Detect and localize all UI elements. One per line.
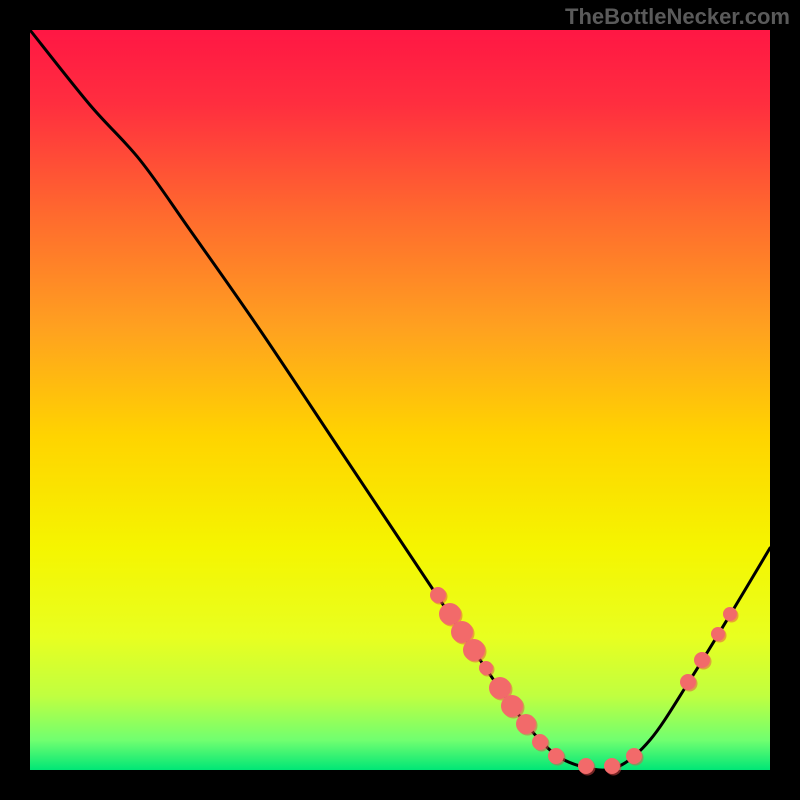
marker-point	[723, 607, 737, 621]
marker-point	[430, 587, 446, 603]
marker-point	[439, 603, 461, 625]
marker-point	[711, 627, 725, 641]
marker-point	[532, 734, 548, 750]
marker-point	[516, 714, 536, 734]
chart-container: TheBottleNecker.com	[0, 0, 800, 800]
marker-point	[451, 621, 473, 643]
marker-point	[578, 758, 594, 774]
chart-svg	[0, 0, 800, 800]
marker-point	[680, 674, 696, 690]
marker-point	[463, 639, 485, 661]
marker-point	[604, 758, 620, 774]
marker-point	[694, 652, 710, 668]
marker-point	[479, 661, 493, 675]
watermark-text: TheBottleNecker.com	[565, 4, 790, 30]
marker-point	[548, 748, 564, 764]
chart-background	[30, 30, 770, 770]
marker-point	[626, 748, 642, 764]
marker-point	[501, 695, 523, 717]
marker-point	[489, 677, 511, 699]
